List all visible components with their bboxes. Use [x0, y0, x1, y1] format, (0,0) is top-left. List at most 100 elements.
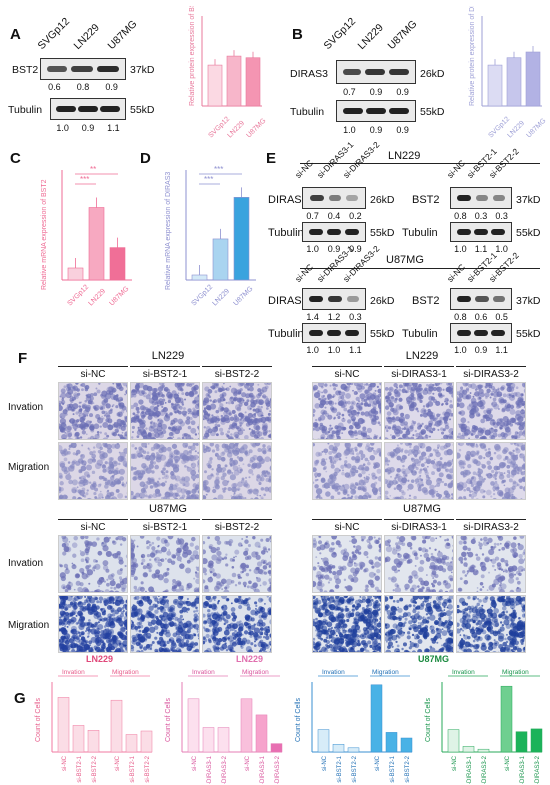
tick-label: si-DIRAS3-1 [207, 755, 213, 784]
panel-label-c: C [10, 150, 21, 167]
y-axis-label: Count of Cells [425, 698, 432, 742]
blot-label-tubulin: Tubulin [402, 328, 438, 340]
quant-value: 0.8 [454, 211, 467, 221]
significance-mark: ** [90, 165, 96, 174]
column-title: si-DIRAS3-1 [384, 366, 454, 380]
tick-label: si-NC [375, 755, 381, 771]
quant-value: 0.9 [396, 87, 409, 97]
column-title: si-DIRAS3-1 [384, 519, 454, 533]
panel-label-b: B [292, 26, 303, 43]
cell-line-title: U87MG [386, 254, 424, 266]
invasion-micrograph [456, 535, 526, 593]
kd-label: 55kD [130, 104, 155, 116]
blot-label-tubulin: Tubulin [402, 227, 438, 239]
bar [370, 684, 383, 753]
western-blot-tubulin [302, 222, 366, 242]
tick-label: si-BST2-2 [145, 755, 151, 782]
quant-value: 0.9 [105, 82, 118, 92]
chart-u87-bst2-count: Count of Cells si-NC si-BST2-1 si-BST2-2 si-… [295, 669, 413, 783]
bar [191, 274, 208, 281]
quant-row: 1.4 1.2 0.3 [302, 312, 366, 322]
blot-label-bst2: BST2 [412, 295, 440, 307]
group-label: Invation [452, 669, 475, 676]
quant-value: 0.7 [306, 211, 319, 221]
bar [506, 57, 522, 107]
y-axis-label: Relative protein expression of BST2 [189, 6, 196, 106]
western-blot-tubulin [450, 323, 512, 343]
quant-value: 0.9 [327, 244, 341, 254]
bar [245, 57, 261, 107]
significance-mark: *** [214, 165, 223, 174]
tick-label: si-NC [322, 755, 328, 771]
tick-label: si-BST2-2 [92, 755, 98, 782]
western-blot-tubulin [302, 323, 366, 343]
kd-label: 26kD [370, 295, 395, 307]
tick-label: SVGp12 [190, 284, 214, 308]
bar [332, 744, 345, 753]
g-chart-caption: LN229 [236, 654, 264, 664]
group-title: LN229 [405, 350, 439, 362]
bar [400, 737, 413, 753]
column-title: si-NC [312, 519, 382, 533]
bar [462, 746, 475, 753]
migration-micrograph [456, 595, 526, 653]
migration-micrograph [312, 595, 382, 653]
lane-labels-bst: si-NC si-BST2-1 si-BST2-2 [445, 250, 538, 284]
quant-value: 0.2 [349, 211, 362, 221]
lane-labels-bst: si-NC si-BST2-1 si-BST2-2 [445, 146, 538, 180]
tick-label: si-BST2-1 [130, 755, 136, 782]
y-axis-label: Count of Cells [295, 698, 302, 742]
row-label-invasion: Invation [8, 402, 44, 413]
group-label: Migration [242, 669, 269, 676]
quant-value: 0.4 [327, 211, 341, 221]
lane-label: SVGp12 [321, 15, 359, 53]
bar [447, 729, 460, 753]
kd-label: 37kD [130, 64, 155, 76]
quant-row: 1.0 0.9 0.9 [302, 244, 366, 254]
y-axis-label: Count of Cells [35, 698, 42, 742]
cell-line-title: LN229 [388, 150, 421, 162]
y-axis-label: Relative protein expression of DIRAS3 [469, 6, 476, 106]
chart-ln229-diras3-count: Count of Cells si-NC si-DIRAS3-1 si-DIRAS3-… [165, 669, 283, 784]
quant-value: 1.2 [327, 312, 341, 322]
kd-label: 55kD [370, 328, 395, 340]
migration-micrograph [384, 595, 454, 653]
group-label: Migration [372, 669, 399, 676]
bar [217, 727, 230, 753]
bar [226, 55, 242, 107]
tick-label: si-BST2-1 [337, 755, 343, 782]
tick-label: si-DIRAS3-2 [482, 755, 488, 784]
lane-label: si-NC [444, 261, 468, 284]
migration-micrograph [58, 442, 128, 500]
column-title: si-BST2-2 [202, 519, 272, 533]
bar [530, 728, 543, 753]
western-blot-diras3 [302, 187, 366, 209]
bar [212, 238, 229, 281]
quant-value: 1.0 [56, 123, 69, 133]
bar [187, 698, 200, 753]
migration-micrograph [312, 442, 382, 500]
western-blot-diras3 [302, 288, 366, 310]
migration-micrograph [130, 595, 200, 653]
bar [233, 197, 250, 281]
quant-value: 1.4 [306, 312, 319, 322]
panel-b-lane-labels: SVGp12 LN229 U87MG [322, 15, 440, 58]
lane-labels-diras: si-NC si-DIRAS3-1 si-DIRAS3-2 [293, 140, 392, 180]
kd-label: 26kD [420, 68, 445, 80]
significance-mark: *** [80, 175, 89, 184]
kd-label: 55kD [420, 106, 445, 118]
panel-a-lane-labels: SVGp12 LN229 U87MG [36, 15, 154, 58]
quant-value: 0.9 [369, 125, 383, 135]
column-title: si-NC [58, 519, 128, 533]
tick-label: si-DIRAS3-2 [222, 755, 228, 784]
quant-value: 1.0 [454, 345, 467, 355]
quant-value: 0.7 [343, 87, 356, 97]
quant-row: 1.0 1.1 1.0 [450, 244, 512, 254]
blot-label-tubulin: Tubulin [268, 328, 304, 340]
panel-label-f: F [18, 350, 28, 367]
column-title: si-DIRAS3-2 [456, 519, 526, 533]
column-title: si-NC [312, 366, 382, 380]
western-blot-tubulin [50, 98, 126, 120]
quant-value: 0.9 [81, 123, 95, 133]
bar [515, 731, 528, 753]
